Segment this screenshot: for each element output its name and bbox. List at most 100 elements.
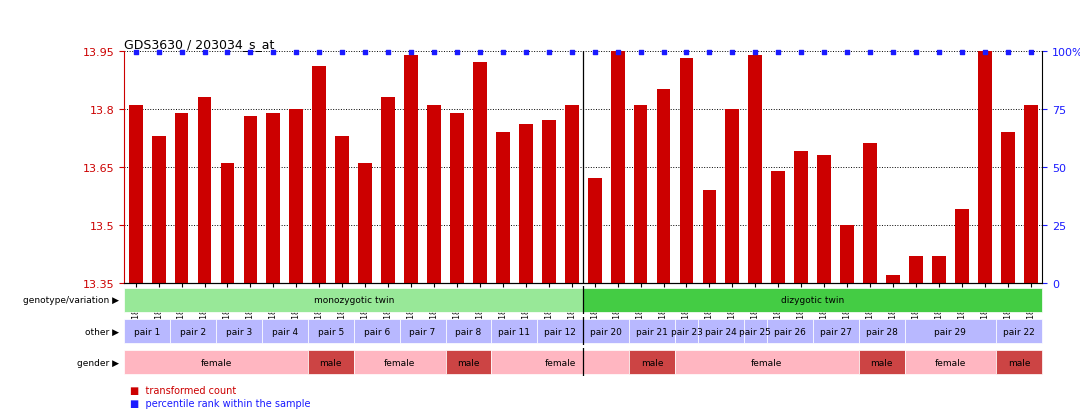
Text: pair 27: pair 27 — [820, 327, 852, 336]
Bar — [491, 350, 629, 375]
Bar — [702, 190, 716, 283]
Point — [586, 50, 604, 56]
Bar — [1001, 133, 1015, 283]
Text: genotype/variation ▶: genotype/variation ▶ — [23, 296, 119, 305]
Bar — [124, 350, 308, 375]
Point — [403, 50, 420, 56]
Text: female: female — [934, 358, 967, 367]
Point — [127, 50, 145, 56]
Bar — [767, 319, 813, 344]
Text: pair 3: pair 3 — [226, 327, 252, 336]
Bar — [997, 319, 1042, 344]
Bar — [932, 256, 946, 283]
Bar — [634, 106, 648, 283]
Bar — [359, 164, 372, 283]
Bar — [978, 52, 991, 283]
Point — [150, 50, 167, 56]
Bar — [267, 113, 281, 283]
Bar — [997, 350, 1042, 375]
Text: ■  transformed count: ■ transformed count — [130, 385, 235, 395]
Point — [287, 50, 305, 56]
Text: pair 23: pair 23 — [671, 327, 702, 336]
Bar — [151, 136, 165, 283]
Bar — [840, 225, 854, 283]
Point — [885, 50, 902, 56]
Bar — [171, 319, 216, 344]
Bar — [308, 319, 354, 344]
Bar — [859, 350, 905, 375]
Text: pair 6: pair 6 — [364, 327, 390, 336]
Bar — [795, 152, 808, 283]
Bar — [446, 319, 491, 344]
Bar — [538, 319, 583, 344]
Point — [173, 50, 190, 56]
Bar — [244, 117, 257, 283]
Point — [701, 50, 718, 56]
Bar — [354, 319, 400, 344]
Point — [242, 50, 259, 56]
Text: male: male — [870, 358, 893, 367]
Text: pair 1: pair 1 — [134, 327, 160, 336]
Text: male: male — [457, 358, 480, 367]
Text: GDS3630 / 203034_s_at: GDS3630 / 203034_s_at — [124, 38, 274, 50]
Text: pair 26: pair 26 — [773, 327, 806, 336]
Bar — [312, 67, 326, 283]
Point — [195, 50, 213, 56]
Text: pair 25: pair 25 — [740, 327, 771, 336]
Point — [999, 50, 1016, 56]
Bar — [818, 156, 832, 283]
Bar — [519, 125, 532, 283]
Bar — [198, 98, 212, 283]
Bar — [698, 319, 744, 344]
Text: other ▶: other ▶ — [85, 327, 119, 336]
Text: pair 7: pair 7 — [409, 327, 435, 336]
Point — [815, 50, 833, 56]
Point — [426, 50, 443, 56]
Point — [1022, 50, 1039, 56]
Bar — [565, 106, 579, 283]
Bar — [675, 319, 698, 344]
Text: pair 28: pair 28 — [865, 327, 897, 336]
Bar — [630, 319, 675, 344]
Point — [793, 50, 810, 56]
Point — [471, 50, 488, 56]
Bar — [428, 106, 441, 283]
Point — [563, 50, 580, 56]
Point — [930, 50, 947, 56]
Bar — [129, 106, 143, 283]
Bar — [726, 109, 739, 283]
Point — [678, 50, 696, 56]
Point — [379, 50, 396, 56]
Text: pair 5: pair 5 — [318, 327, 343, 336]
Text: male: male — [320, 358, 342, 367]
Bar — [446, 350, 491, 375]
Bar — [657, 90, 671, 283]
Point — [356, 50, 374, 56]
Point — [976, 50, 994, 56]
Bar — [588, 179, 602, 283]
Text: male: male — [1008, 358, 1030, 367]
Bar — [262, 319, 308, 344]
Bar — [859, 319, 905, 344]
Bar — [771, 171, 785, 283]
Bar — [679, 59, 693, 283]
Point — [495, 50, 512, 56]
Bar — [354, 350, 446, 375]
Text: pair 2: pair 2 — [180, 327, 206, 336]
Point — [265, 50, 282, 56]
Point — [609, 50, 626, 56]
Text: pair 29: pair 29 — [934, 327, 967, 336]
Text: pair 12: pair 12 — [544, 327, 577, 336]
Text: female: female — [751, 358, 783, 367]
Text: gender ▶: gender ▶ — [77, 358, 119, 367]
Bar — [124, 319, 171, 344]
Text: pair 22: pair 22 — [1003, 327, 1035, 336]
Bar — [583, 319, 629, 344]
Bar — [611, 52, 624, 283]
Bar — [308, 350, 354, 375]
Bar — [381, 98, 395, 283]
Bar — [955, 210, 969, 283]
Text: dizygotic twin: dizygotic twin — [781, 296, 845, 305]
Text: female: female — [383, 358, 416, 367]
Text: pair 8: pair 8 — [456, 327, 482, 336]
